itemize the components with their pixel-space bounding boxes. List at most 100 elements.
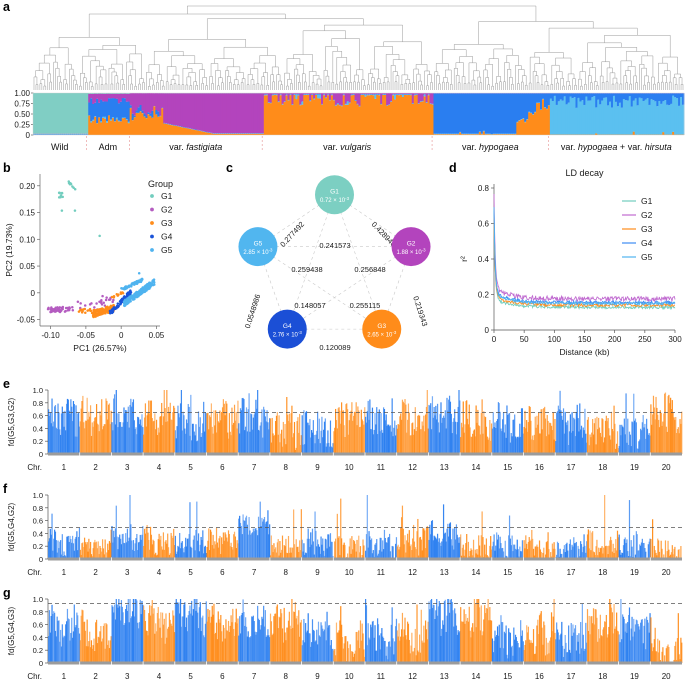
chr-tick-label: 12 <box>408 568 417 577</box>
panel-a: a 1.00 0.75 0.50 0.25 0 Wild Adm var. fastigiat… <box>0 0 685 160</box>
e-ytick: 1.0 <box>33 386 43 395</box>
f-ytick: 0.2 <box>33 542 43 551</box>
chr-tick-label: 6 <box>220 463 225 472</box>
panel-b-xtick: -0.05 <box>77 331 96 340</box>
legend-title: Group <box>148 179 173 189</box>
panel-b-ytick: -0.05 <box>17 316 36 325</box>
network-node-value: 0.72 × 10-3 <box>320 196 350 204</box>
panel-a-ytick: 0.25 <box>14 121 30 130</box>
network-node[interactable] <box>238 227 278 267</box>
network-node[interactable] <box>315 175 354 215</box>
e-chr-axis: Chr. 1 2 3 4 5 6 7 8 9 10 11 12 13 14 15 16 17 18 19 20 <box>27 452 671 472</box>
f-bars <box>48 495 682 559</box>
chr-tick-label: 11 <box>377 463 386 472</box>
panel-b-ytick: 0.05 <box>19 262 35 271</box>
network-node[interactable] <box>267 309 307 349</box>
e-ylabel: fd(G5,G3,G2) <box>7 397 16 446</box>
chr-tick-label: 10 <box>345 463 354 472</box>
chr-tick-label: 1 <box>62 463 67 472</box>
dendrogram <box>33 5 684 90</box>
panel-d-label: d <box>449 161 457 175</box>
chr-tick-label: 9 <box>315 568 320 577</box>
panel-d-ytick: 0 <box>485 326 490 335</box>
network-edge-label: 0.241573 <box>319 241 350 250</box>
panel-a-group-label: var. hypogaea + var. hirsuta <box>561 142 672 152</box>
chr-tick-label: 1 <box>62 672 67 681</box>
chr-prefix-label: Chr. <box>27 568 42 577</box>
f-ytick: 0.4 <box>33 529 43 538</box>
chr-tick-label: 3 <box>125 463 130 472</box>
network-edges <box>257 194 412 330</box>
chr-tick-label: 14 <box>471 568 480 577</box>
chr-tick-label: 2 <box>93 463 98 472</box>
legend-swatch <box>150 194 154 198</box>
panel-d-xtick: 150 <box>578 335 592 344</box>
panel-d-title: LD decay <box>565 168 604 178</box>
panel-d: d 0.8 0.6 0.4 0.2 0 0 50 100 150 200 250 300 LD deca… <box>447 160 685 375</box>
panel-d-ytick: 0.6 <box>478 220 490 229</box>
legend-label: G1 <box>641 196 653 206</box>
chr-tick-label: 11 <box>377 672 386 681</box>
panel-b-ytick: 0.15 <box>19 209 35 218</box>
chr-tick-label: 20 <box>662 568 671 577</box>
panel-a-ytick: 0.50 <box>14 110 30 119</box>
chr-tick-label: 20 <box>662 672 671 681</box>
e-ytick: 0.2 <box>33 437 43 446</box>
ld-curves <box>493 193 676 311</box>
g-ytick: 0.8 <box>33 608 43 617</box>
chr-prefix-label: Chr. <box>27 463 42 472</box>
legend-label: G2 <box>161 205 173 215</box>
chr-tick-label: 12 <box>408 672 417 681</box>
chr-tick-label: 2 <box>93 672 98 681</box>
panel-b-ytick: 0.10 <box>19 235 35 244</box>
panel-e-label: e <box>3 377 10 391</box>
chr-tick-label: 6 <box>220 568 225 577</box>
chr-tick-label: 4 <box>157 568 162 577</box>
network-node-value: 2.76 × 10-3 <box>273 330 303 338</box>
network-node-label: G2 <box>407 241 416 248</box>
chr-tick-label: 7 <box>252 463 257 472</box>
panel-g: g 1.0 0.8 0.6 0.4 0.2 0 fd(G5,G4,G3) Chr. 1 2 3 4 5 6… <box>0 585 685 689</box>
f-ytick: 1.0 <box>33 491 43 500</box>
network-node[interactable] <box>362 309 402 349</box>
chr-tick-label: 19 <box>630 568 639 577</box>
chr-tick-label: 19 <box>630 672 639 681</box>
f-chr-axis: Chr. 1 2 3 4 5 6 7 8 9 10 11 12 13 14 15 16 17 18 19 20 <box>27 557 671 577</box>
chr-tick-label: 3 <box>125 568 130 577</box>
chr-tick-label: 10 <box>345 568 354 577</box>
chr-tick-label: 5 <box>188 568 193 577</box>
e-bars <box>48 390 683 454</box>
panel-c-label: c <box>226 161 233 175</box>
g-ytick: 0.4 <box>33 633 43 642</box>
network-node-label: G4 <box>283 323 292 330</box>
panel-d-ytick: 0.2 <box>478 291 490 300</box>
chr-tick-label: 4 <box>157 463 162 472</box>
chr-tick-label: 6 <box>220 672 225 681</box>
network-node[interactable] <box>391 227 431 267</box>
network-node-label: G1 <box>330 189 339 196</box>
g-ytick: 0.2 <box>33 646 43 655</box>
chr-tick-label: 17 <box>567 568 576 577</box>
panel-d-xtick: 50 <box>520 335 529 344</box>
panel-d-plot: 0.8 0.6 0.4 0.2 00 50 100 150 200 250 300 LD decay D… <box>459 168 682 357</box>
network-nodes: G10.72 × 10-3 G21.88 × 10-3 G32.65 × 10-3 G… <box>238 175 431 349</box>
panel-a-plot: 1.00 0.750.50 0.250 Wild Adm var. fastigiata v… <box>14 5 685 152</box>
panel-b-legend: Group G1 G2 G3 G4 G5 <box>148 179 173 255</box>
chr-tick-label: 11 <box>377 568 386 577</box>
panel-d-xtick: 100 <box>548 335 562 344</box>
network-edge-label: 0.277492 <box>278 220 306 249</box>
g-chr-axis: Chr. 1 2 3 4 5 6 7 8 9 10 11 12 13 14 15 16 17 18 19 20 <box>27 661 671 681</box>
panel-f: f 1.0 0.8 0.6 0.4 0.2 0 fd(G5,G4,G2) Chr. 1 2 3 4 5 6… <box>0 481 685 585</box>
chr-tick-label: 15 <box>503 568 512 577</box>
chr-tick-label: 17 <box>567 672 576 681</box>
panel-b-ytick: 0 <box>31 289 36 298</box>
panel-b-ylabel: PC2 (19.73%) <box>4 223 14 277</box>
legend-label: G5 <box>641 252 653 262</box>
chr-tick-label: 13 <box>440 463 449 472</box>
panel-d-ytick: 0.8 <box>478 184 490 193</box>
chr-tick-label: 16 <box>535 672 544 681</box>
e-ytick: 0.8 <box>33 399 43 408</box>
panel-b-label: b <box>3 161 11 175</box>
